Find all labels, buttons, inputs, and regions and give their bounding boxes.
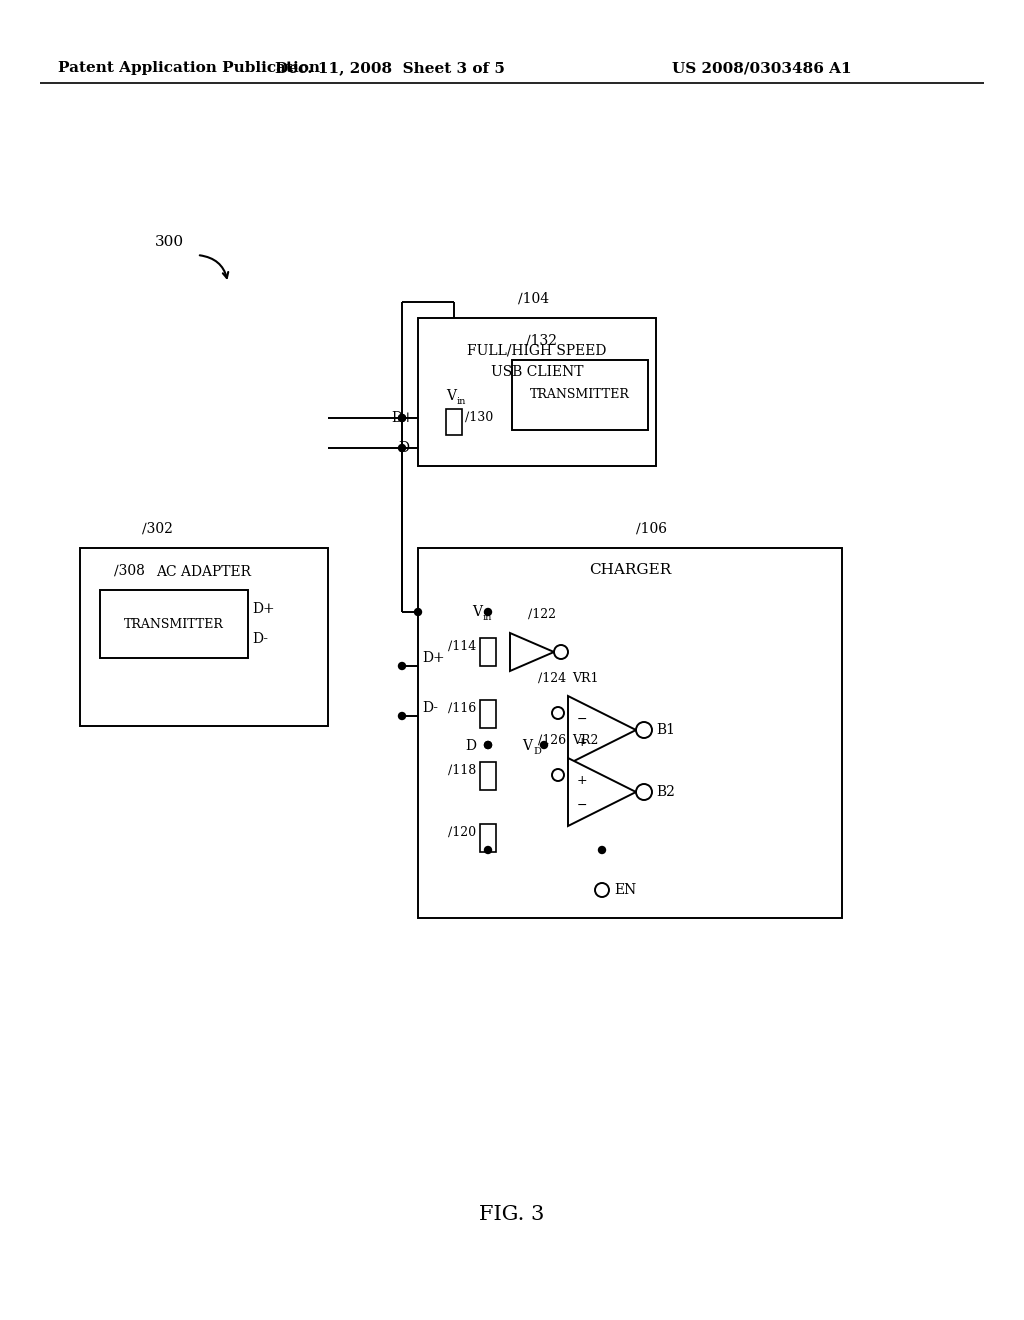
Text: ∕124: ∕124 [538, 672, 566, 685]
Text: D-: D- [398, 441, 414, 455]
Text: ∕116: ∕116 [447, 701, 476, 714]
Text: $+$: $+$ [575, 774, 587, 787]
Bar [512, 360, 648, 430]
Circle shape [598, 846, 605, 854]
Text: B2: B2 [656, 785, 675, 799]
Text: in: in [483, 614, 493, 623]
Text: D: D [534, 747, 541, 756]
Bar [480, 762, 496, 789]
Text: D: D [465, 739, 476, 752]
Text: Patent Application Publication: Patent Application Publication [58, 61, 319, 75]
Text: FULL/HIGH SPEED: FULL/HIGH SPEED [467, 343, 606, 356]
Text: ∕118: ∕118 [447, 763, 476, 776]
Text: ∕122: ∕122 [528, 607, 556, 620]
Bar [446, 409, 462, 436]
Circle shape [398, 663, 406, 669]
Text: ∕106: ∕106 [636, 521, 667, 536]
Bar [418, 318, 656, 466]
Text: D-: D- [252, 632, 268, 645]
Text: ∕120: ∕120 [447, 825, 476, 838]
Circle shape [595, 883, 609, 898]
Text: FIG. 3: FIG. 3 [479, 1205, 545, 1225]
Text: VR2: VR2 [572, 734, 598, 747]
Polygon shape [568, 758, 636, 826]
Text: USB CLIENT: USB CLIENT [490, 366, 584, 379]
Text: V: V [446, 389, 456, 403]
Circle shape [636, 722, 652, 738]
Bar [480, 700, 496, 729]
Circle shape [484, 846, 492, 854]
Circle shape [398, 414, 406, 421]
Text: $-$: $-$ [575, 797, 587, 810]
Circle shape [484, 609, 492, 615]
Bar [80, 548, 328, 726]
Text: 300: 300 [155, 235, 184, 249]
Text: US 2008/0303486 A1: US 2008/0303486 A1 [672, 61, 852, 75]
Bar [100, 590, 248, 657]
Text: ∕130: ∕130 [465, 411, 494, 424]
Text: EN: EN [614, 883, 636, 898]
Text: TRANSMITTER: TRANSMITTER [124, 618, 224, 631]
Text: ∕104: ∕104 [518, 292, 549, 306]
Text: in: in [457, 397, 466, 407]
Bar [418, 548, 842, 917]
Circle shape [398, 445, 406, 451]
Text: D+: D+ [252, 602, 274, 616]
Circle shape [541, 742, 548, 748]
Polygon shape [568, 696, 636, 764]
Text: $+$: $+$ [575, 735, 587, 748]
Circle shape [398, 713, 406, 719]
Text: V: V [472, 605, 482, 619]
Circle shape [484, 742, 492, 748]
Circle shape [552, 770, 564, 781]
Circle shape [554, 645, 568, 659]
Text: D-: D- [422, 701, 438, 715]
Text: TRANSMITTER: TRANSMITTER [530, 388, 630, 401]
Text: ∕308: ∕308 [114, 564, 144, 578]
Text: ∕302: ∕302 [142, 521, 173, 536]
Circle shape [636, 784, 652, 800]
Text: ∕132: ∕132 [526, 334, 557, 348]
Circle shape [552, 708, 564, 719]
Text: D+: D+ [391, 411, 414, 425]
Text: ∕126: ∕126 [538, 734, 566, 747]
Text: V: V [522, 739, 532, 752]
Circle shape [398, 414, 406, 421]
Text: Dec. 11, 2008  Sheet 3 of 5: Dec. 11, 2008 Sheet 3 of 5 [275, 61, 505, 75]
Text: ∕114: ∕114 [447, 639, 476, 652]
Text: B1: B1 [656, 723, 675, 737]
Text: CHARGER: CHARGER [589, 564, 671, 577]
Polygon shape [510, 634, 554, 671]
Bar [480, 638, 496, 667]
Text: AC ADAPTER: AC ADAPTER [157, 565, 252, 579]
Circle shape [415, 609, 422, 615]
Bar [480, 824, 496, 851]
Text: VR1: VR1 [572, 672, 598, 685]
Circle shape [484, 742, 492, 748]
Text: $-$: $-$ [575, 711, 587, 725]
Text: D+: D+ [422, 651, 444, 665]
